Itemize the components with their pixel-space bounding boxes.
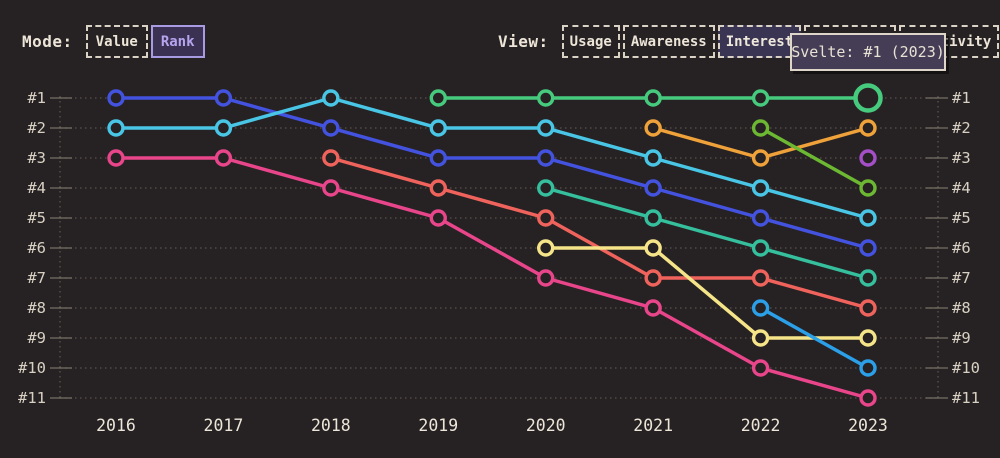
point-teal-2020[interactable] xyxy=(537,179,555,197)
rank-label-right-4: #4 xyxy=(952,179,971,197)
point-purple-2023[interactable] xyxy=(859,149,877,167)
point-cyan-2020[interactable] xyxy=(537,119,555,137)
rank-label-left-3: #3 xyxy=(27,149,46,167)
point-indigo-2020[interactable] xyxy=(537,149,555,167)
mode-toggle-group: Mode: Value Rank xyxy=(22,25,205,58)
rank-label-right-8: #8 xyxy=(952,299,971,317)
point-pink-2017[interactable] xyxy=(214,149,233,167)
point-coral-2022[interactable] xyxy=(751,269,770,287)
point-coral-2021[interactable] xyxy=(644,269,662,287)
point-orange-2021[interactable] xyxy=(644,119,662,137)
series-cyan-line[interactable] xyxy=(114,96,870,220)
series-lime-line[interactable] xyxy=(758,126,870,190)
point-teal-2023[interactable] xyxy=(859,269,877,287)
point-cyan-2018[interactable] xyxy=(322,89,340,107)
point-pink-2018[interactable] xyxy=(322,179,340,197)
point-azure-2022[interactable] xyxy=(751,299,770,317)
series-indigo-line[interactable] xyxy=(114,96,870,250)
point-pink-2021[interactable] xyxy=(644,299,662,317)
point-green-2021[interactable] xyxy=(644,89,662,107)
point-coral-2018[interactable] xyxy=(322,149,340,167)
year-label-2021: 2021 xyxy=(633,416,673,435)
point-yellow-2020[interactable] xyxy=(537,239,555,257)
point-green-2019[interactable] xyxy=(429,89,447,107)
series-azure-line[interactable] xyxy=(758,306,870,370)
point-indigo-2021[interactable] xyxy=(644,179,662,197)
year-label-2016: 2016 xyxy=(96,416,136,435)
view-button-usage[interactable]: Usage xyxy=(561,25,620,58)
mode-button-value[interactable]: Value xyxy=(85,25,148,58)
rank-label-left-6: #6 xyxy=(27,239,46,257)
series-coral-line[interactable] xyxy=(329,156,870,310)
mode-label: Mode: xyxy=(22,32,73,51)
point-lime-2022[interactable] xyxy=(751,119,770,137)
rank-label-right-2: #2 xyxy=(952,119,971,137)
point-indigo-2017[interactable] xyxy=(214,89,233,107)
point-coral-2020[interactable] xyxy=(537,209,555,227)
rank-label-right-7: #7 xyxy=(952,269,971,287)
point-pink-2020[interactable] xyxy=(537,269,555,287)
point-yellow-2023[interactable] xyxy=(859,329,877,347)
point-cyan-2016[interactable] xyxy=(107,119,125,137)
year-label-2020: 2020 xyxy=(526,416,566,435)
year-label-2018: 2018 xyxy=(311,416,351,435)
rank-label-left-4: #4 xyxy=(27,179,46,197)
point-indigo-2022[interactable] xyxy=(751,209,770,227)
rank-label-right-3: #3 xyxy=(952,149,971,167)
point-cyan-2019[interactable] xyxy=(429,119,447,137)
rank-label-left-9: #9 xyxy=(27,329,46,347)
year-label-2023: 2023 xyxy=(848,416,888,435)
point-lime-2023[interactable] xyxy=(859,179,877,197)
point-teal-2022[interactable] xyxy=(751,239,770,257)
series-teal-line[interactable] xyxy=(543,186,870,280)
rank-label-left-5: #5 xyxy=(27,209,46,227)
rank-label-left-8: #8 xyxy=(27,299,46,317)
point-cyan-2023[interactable] xyxy=(859,209,877,227)
year-label-2022: 2022 xyxy=(741,416,781,435)
rank-label-right-9: #9 xyxy=(952,329,971,347)
mode-button-rank[interactable]: Rank xyxy=(150,25,205,58)
series-pink-line[interactable] xyxy=(114,156,870,400)
rank-label-right-1: #1 xyxy=(952,89,971,107)
point-azure-2023[interactable] xyxy=(859,359,877,377)
rank-label-left-7: #7 xyxy=(27,269,46,287)
point-orange-2023[interactable] xyxy=(859,119,877,137)
point-coral-2019[interactable] xyxy=(429,179,447,197)
rank-label-left-10: #10 xyxy=(18,359,46,377)
point-cyan-2021[interactable] xyxy=(644,149,662,167)
chart-tooltip: Svelte: #1 (2023) xyxy=(790,33,946,71)
point-indigo-2018[interactable] xyxy=(322,119,340,137)
point-pink-2022[interactable] xyxy=(751,359,770,377)
point-yellow-2022[interactable] xyxy=(751,329,770,347)
view-button-awareness[interactable]: Awareness xyxy=(622,25,715,58)
point-cyan-2017[interactable] xyxy=(214,119,233,137)
point-indigo-2019[interactable] xyxy=(429,149,447,167)
point-indigo-2016[interactable] xyxy=(107,89,125,107)
point-green-2020[interactable] xyxy=(537,89,555,107)
point-pink-2019[interactable] xyxy=(429,209,447,227)
point-green-2022[interactable] xyxy=(751,89,770,107)
year-label-2017: 2017 xyxy=(204,416,244,435)
rank-label-left-2: #2 xyxy=(27,119,46,137)
point-yellow-2021[interactable] xyxy=(644,239,662,257)
rank-label-left-1: #1 xyxy=(27,89,46,107)
point-cyan-2022[interactable] xyxy=(751,179,770,197)
rank-label-right-5: #5 xyxy=(952,209,971,227)
view-label: View: xyxy=(498,32,549,51)
view-button-interest[interactable]: Interest xyxy=(717,25,802,58)
point-pink-2023[interactable] xyxy=(859,389,877,407)
rank-label-right-6: #6 xyxy=(952,239,971,257)
rank-label-right-11: #11 xyxy=(952,389,980,407)
year-label-2019: 2019 xyxy=(418,416,458,435)
point-teal-2021[interactable] xyxy=(644,209,662,227)
point-coral-2023[interactable] xyxy=(859,299,877,317)
rank-label-left-11: #11 xyxy=(18,389,46,407)
point-indigo-2023[interactable] xyxy=(859,239,877,257)
point-orange-2022[interactable] xyxy=(751,149,770,167)
point-pink-2016[interactable] xyxy=(107,149,125,167)
point-green-2023-highlighted[interactable] xyxy=(853,83,883,113)
rank-label-right-10: #10 xyxy=(952,359,980,377)
